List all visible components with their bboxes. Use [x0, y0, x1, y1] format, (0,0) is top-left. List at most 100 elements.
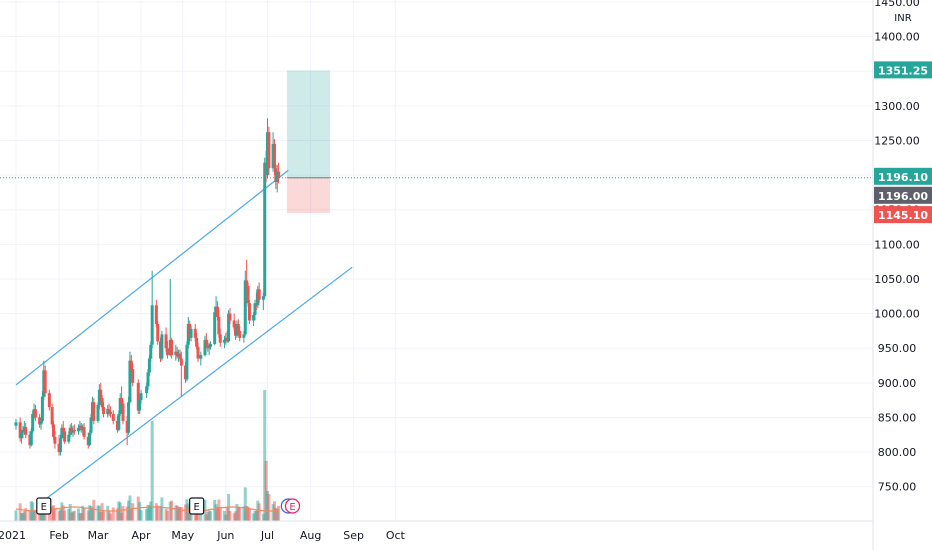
volume-bar — [263, 390, 267, 521]
candle-body — [60, 427, 64, 439]
candle-body — [218, 334, 222, 343]
price-axis-background — [873, 0, 932, 550]
volume-bar — [128, 495, 132, 521]
candle-body — [146, 372, 150, 387]
volume-bar — [156, 505, 160, 521]
candle-body — [243, 280, 247, 335]
volume-bar — [68, 503, 72, 521]
candle-body — [40, 396, 44, 421]
volume-bar — [170, 500, 174, 521]
time-tick-label: Feb — [49, 529, 68, 542]
time-tick-label: Apr — [132, 529, 152, 542]
volume-bar — [72, 510, 76, 521]
time-tick-label: Sep — [343, 529, 364, 542]
candle-body — [145, 386, 149, 394]
volume-bar — [228, 510, 232, 521]
candle-body — [43, 370, 47, 394]
candlesticks — [14, 118, 281, 456]
candle-body — [50, 407, 54, 425]
candle-body — [128, 360, 132, 403]
candle-body — [227, 313, 231, 342]
price-label: 1145.10 — [874, 206, 932, 224]
price-label: 1351.25 — [874, 61, 932, 79]
candle-body — [277, 171, 281, 178]
price-tick-label: 850.00 — [878, 411, 917, 424]
volume-bar — [160, 497, 164, 521]
candle-body — [203, 339, 207, 356]
candle-body — [67, 434, 71, 442]
earnings-marker[interactable]: E — [189, 497, 205, 515]
volume-bar — [150, 421, 154, 521]
candle-body — [199, 355, 203, 359]
price-tick-label: 800.00 — [878, 446, 917, 459]
event-marker-label: E — [289, 502, 295, 513]
volume-bar — [218, 506, 222, 521]
time-axis[interactable]: 2021 Feb Mar Apr May Jun Jul Aug Sep Oct — [0, 529, 406, 542]
long-position-tool[interactable] — [286, 70, 331, 214]
candle-body — [245, 280, 249, 286]
candle-body — [21, 429, 25, 433]
candle-body — [238, 330, 242, 338]
price-label-text: 1196.00 — [878, 190, 928, 203]
upcoming-earnings-marker[interactable]: E — [284, 498, 301, 514]
candle-body — [204, 339, 208, 345]
time-tick-label: Aug — [300, 529, 321, 542]
candle-body — [170, 339, 174, 356]
volume-bar — [63, 510, 67, 521]
event-markers[interactable]: EEDE — [36, 497, 301, 515]
price-tick-label: 1050.00 — [874, 273, 920, 286]
stop-zone[interactable] — [286, 177, 331, 214]
candle-body — [215, 306, 219, 318]
candle-body — [72, 429, 76, 432]
volume-bar — [267, 493, 271, 521]
candle-body — [209, 344, 213, 347]
volume-bar — [238, 506, 242, 521]
candle-body — [99, 389, 103, 399]
volume-bar — [102, 511, 106, 521]
price-label-text: 1145.10 — [878, 209, 928, 222]
volume-bar — [24, 508, 28, 521]
time-tick-label: Jun — [216, 529, 234, 542]
target-zone[interactable] — [286, 70, 331, 178]
candle-body — [261, 296, 265, 300]
trend-channel[interactable] — [15, 169, 353, 502]
earnings-marker[interactable]: E — [36, 497, 52, 515]
volume-bar — [92, 499, 96, 521]
candle-body — [117, 413, 121, 430]
volume-bar — [118, 502, 122, 521]
candle-body — [195, 337, 199, 347]
price-tick-label: 1250.00 — [874, 134, 920, 147]
candle-body — [89, 417, 93, 433]
price-tick-label: 1100.00 — [874, 238, 920, 251]
volume-bar — [111, 507, 115, 521]
time-tick-label: Oct — [386, 529, 406, 542]
candle-body — [100, 398, 104, 408]
candle-body — [156, 323, 160, 342]
candle-body — [189, 328, 193, 338]
candle-body — [24, 427, 28, 435]
candle-body — [147, 358, 151, 373]
candle-body — [246, 285, 250, 304]
candle-body — [222, 339, 226, 343]
channel-line[interactable] — [43, 266, 353, 502]
candle-body — [127, 402, 131, 433]
candle-body — [193, 328, 197, 338]
candle-body — [61, 427, 65, 432]
candle-body — [107, 409, 111, 412]
candle-body — [96, 404, 100, 421]
candle-body — [52, 424, 56, 437]
volume-bar — [199, 512, 203, 521]
currency-label: INR — [894, 13, 911, 24]
candle-body — [129, 360, 133, 369]
grid-lines — [0, 0, 873, 521]
candle-body — [272, 143, 276, 169]
volume-bar — [209, 511, 213, 521]
candle-body — [242, 334, 246, 338]
candle-body — [165, 348, 169, 356]
candle-body — [263, 162, 267, 297]
time-tick-label: Jul — [260, 529, 274, 542]
candle-body — [206, 344, 210, 349]
candle-body — [179, 358, 183, 366]
volume-bar — [131, 503, 135, 521]
